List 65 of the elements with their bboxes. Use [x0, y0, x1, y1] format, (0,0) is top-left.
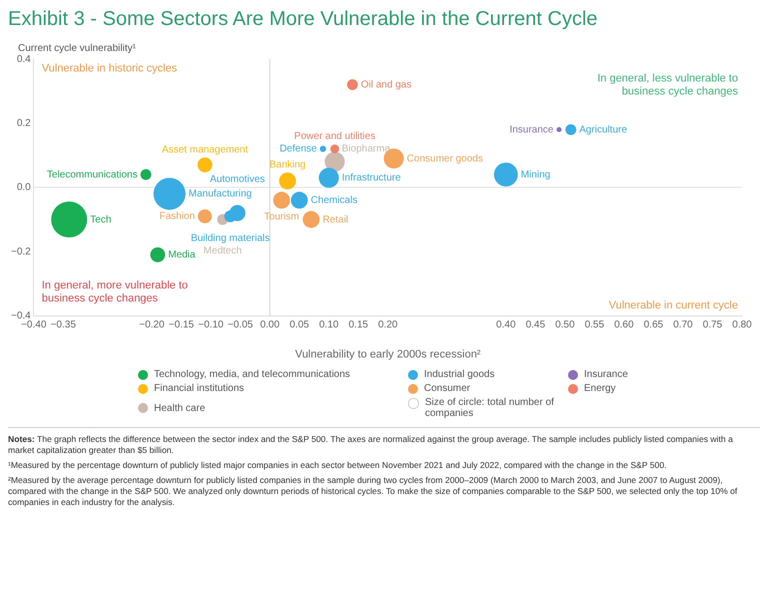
- legend-label: Consumer: [424, 383, 470, 394]
- annotation: Tourism: [264, 211, 300, 222]
- annotation: Medtech: [203, 246, 242, 257]
- y-tick-label: 0.0: [16, 182, 32, 194]
- annotation: Defense: [280, 144, 318, 155]
- x-tick-label: 0.05: [290, 320, 310, 331]
- annotation: Telecommunications: [46, 169, 138, 180]
- y-tick-label: −0.4: [10, 310, 32, 322]
- x-tick-label: 0.75: [702, 320, 723, 331]
- x-tick-label: 0.70: [673, 320, 694, 331]
- annotation: Insurance: [510, 124, 554, 136]
- annotation: Oil and gas: [360, 79, 412, 90]
- annotation: Fashion: [159, 211, 195, 222]
- y-tick-label: −0.2: [10, 246, 32, 258]
- x-tick-label: −0.15: [168, 320, 194, 331]
- x-tick-label: −0.40: [21, 320, 47, 331]
- x-tick-label: 0.45: [526, 320, 546, 331]
- y-tick-label: 0.2: [16, 118, 32, 129]
- text: Size of circle: total number of companies: [425, 397, 555, 419]
- x-tick-label: 0.65: [644, 320, 664, 331]
- annotation: Chemicals: [310, 194, 358, 206]
- y-tick-label: 0.4: [16, 54, 32, 65]
- y-axis-title: Current cycle vulnerability¹: [18, 43, 136, 54]
- annotation: Manufacturing: [188, 188, 252, 200]
- x-tick-label: 0.20: [378, 320, 398, 331]
- annotation: Consumer goods: [406, 153, 483, 164]
- legend-label: Industrial goods: [424, 369, 495, 380]
- x-tick-label: 0.55: [584, 320, 605, 331]
- x-tick-label: 0.80: [732, 320, 752, 331]
- x-axis-title: Vulnerability to early 2000s recession²: [295, 348, 481, 360]
- annotation: Infrastructure: [342, 172, 402, 184]
- text: ²Measured by the average percentage downturn for publicly listed companies in the sample during two cycles from 2000–2009 (March 2000 to March 2003, and June 2007 to August 2009), compared with the change in the S&P 500. We analyzed only downturn periods of historical cycles. To make the size of companies comparable to the S&P 500, we selected only the top 10% of companies in each industry for the analysis.: [8, 475, 738, 507]
- legend-label: Financial institutions: [154, 383, 244, 394]
- x-tick-label: −0.10: [198, 320, 224, 331]
- annotation: Power and utilities: [294, 131, 376, 142]
- annotation: Asset management: [162, 144, 248, 156]
- annotation: Retail: [322, 214, 348, 226]
- x-tick-label: −0.35: [50, 320, 76, 331]
- x-tick-label: 0.00: [260, 320, 280, 331]
- text: ¹Measured by the percentage downturn of publicly listed major companies in each sector between November 2021 and July 2022, compared with the change in the S&P 500.: [8, 460, 667, 470]
- annotation: Banking: [269, 159, 306, 170]
- annotation: Automotives: [210, 174, 265, 185]
- legend-label: Energy: [584, 383, 616, 394]
- annotation: In general, less vulnerable to business cycle changes: [597, 72, 738, 98]
- legend-label: Technology, media, and telecommunications: [154, 369, 350, 380]
- annotation: In general, more vulnerable to business cycle changes: [42, 279, 188, 304]
- x-tick-label: −0.05: [228, 320, 254, 331]
- x-tick-label: 0.15: [348, 320, 369, 331]
- x-tick-label: 0.60: [614, 320, 634, 331]
- annotation: Media: [168, 250, 196, 261]
- annotation: Tech: [90, 214, 112, 226]
- annotation: Building materials: [190, 233, 270, 244]
- annotation: Biopharma: [342, 143, 391, 154]
- text: Notes: The graph reflects the difference between the sector index and the S&P 500. The axes are normalized against the group average. The sample includes publicly listed companies with a market capitalization greater than $5 billion.: [8, 434, 733, 455]
- annotation: Agriculture: [579, 124, 628, 136]
- x-tick-label: 0.40: [496, 320, 516, 331]
- x-tick-label: −0.20: [139, 320, 165, 331]
- annotation: Vulnerable in historic cycles: [42, 62, 178, 75]
- annotation: Mining: [520, 169, 550, 180]
- chart-title: Exhibit 3 - Some Sectors Are More Vulnerable in the Current Cycle: [8, 8, 599, 31]
- x-tick-label: 0.50: [555, 320, 576, 331]
- legend-label: Insurance: [584, 369, 628, 380]
- x-tick-label: 0.10: [319, 320, 340, 331]
- annotation: Vulnerable in current cycle: [608, 299, 738, 312]
- legend-label: Health care: [154, 402, 206, 414]
